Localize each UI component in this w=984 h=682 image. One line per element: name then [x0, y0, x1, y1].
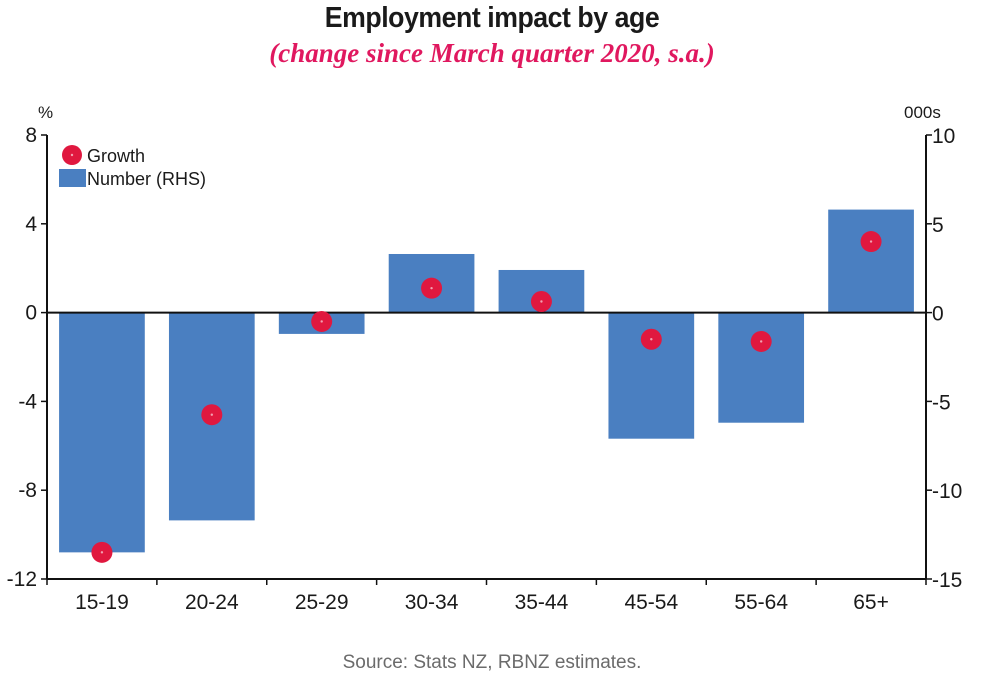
legend-number-label: Number (RHS): [87, 169, 206, 189]
x-tick-label-25-29: 25-29: [295, 591, 349, 614]
legend-growth-label: Growth: [87, 146, 145, 166]
dot-center-20-24: [210, 413, 214, 416]
dot-center-25-29: [320, 320, 323, 323]
bar-15-19: [59, 312, 145, 553]
right-tick-label: -15: [932, 569, 962, 592]
x-tick-label-30-34: 30-34: [405, 591, 459, 614]
legend: Growth Number (RHS): [59, 145, 206, 189]
bars-layer: [59, 209, 914, 553]
chart-title: Employment impact by age: [324, 2, 660, 34]
right-tick-label: 0: [932, 303, 944, 326]
dot-center-15-19: [100, 551, 104, 554]
legend-growth-marker-center: [70, 153, 74, 157]
x-tick-label-15-19: 15-19: [75, 591, 129, 614]
x-tick-label-65+: 65+: [853, 591, 889, 614]
legend-number-marker: [59, 169, 86, 187]
right-tick-label: -10: [932, 480, 962, 503]
chart-subtitle: (change since March quarter 2020, s.a.): [269, 38, 715, 68]
right-tick-label: -5: [932, 391, 951, 414]
left-tick-label: -12: [7, 568, 37, 591]
bar-55-64: [718, 312, 805, 423]
x-tick-label-45-54: 45-54: [624, 591, 678, 614]
dot-center-30-34: [430, 286, 433, 290]
dot-center-45-54: [650, 338, 653, 341]
bar-65+: [828, 209, 914, 313]
left-tick-label: -4: [18, 390, 37, 413]
dots-layer: [91, 231, 882, 563]
dot-center-65+: [869, 240, 873, 243]
right-tick-label: 5: [932, 214, 944, 237]
left-tick-label: -8: [18, 479, 37, 502]
left-tick-label: 4: [25, 213, 37, 236]
left-tick-label: 0: [25, 302, 37, 325]
dot-center-55-64: [759, 340, 763, 343]
right-axis-unit: 000s: [904, 103, 941, 122]
x-tick-label-55-64: 55-64: [734, 591, 788, 614]
left-tick-label: 8: [25, 124, 37, 147]
dot-center-35-44: [540, 300, 543, 303]
axes-layer: 8 4 0 -4 -8 -12 10 5 0 -5 -10 -15 15-19 20-24 25-29 30-…: [7, 124, 963, 614]
source-note: Source: Stats NZ, RBNZ estimates.: [342, 652, 642, 673]
x-tick-label-20-24: 20-24: [185, 591, 239, 614]
right-tick-label: 10: [932, 125, 955, 148]
left-axis-unit: %: [38, 103, 53, 122]
x-tick-label-35-44: 35-44: [515, 591, 569, 614]
